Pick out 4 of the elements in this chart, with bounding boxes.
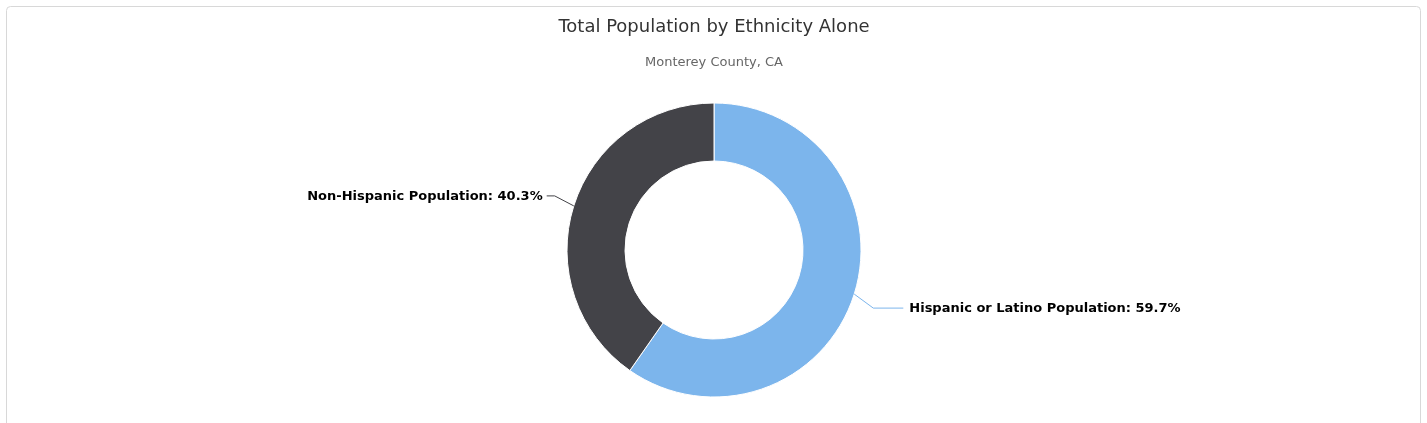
slice-label: Non-Hispanic Population: 40.3% [307, 187, 543, 203]
slice-label: Hispanic or Latino Population: 59.7% [909, 300, 1181, 316]
chart-subtitle: Monterey County, CA [645, 54, 784, 69]
chart-title: Total Population by Ethnicity Alone [557, 15, 870, 36]
